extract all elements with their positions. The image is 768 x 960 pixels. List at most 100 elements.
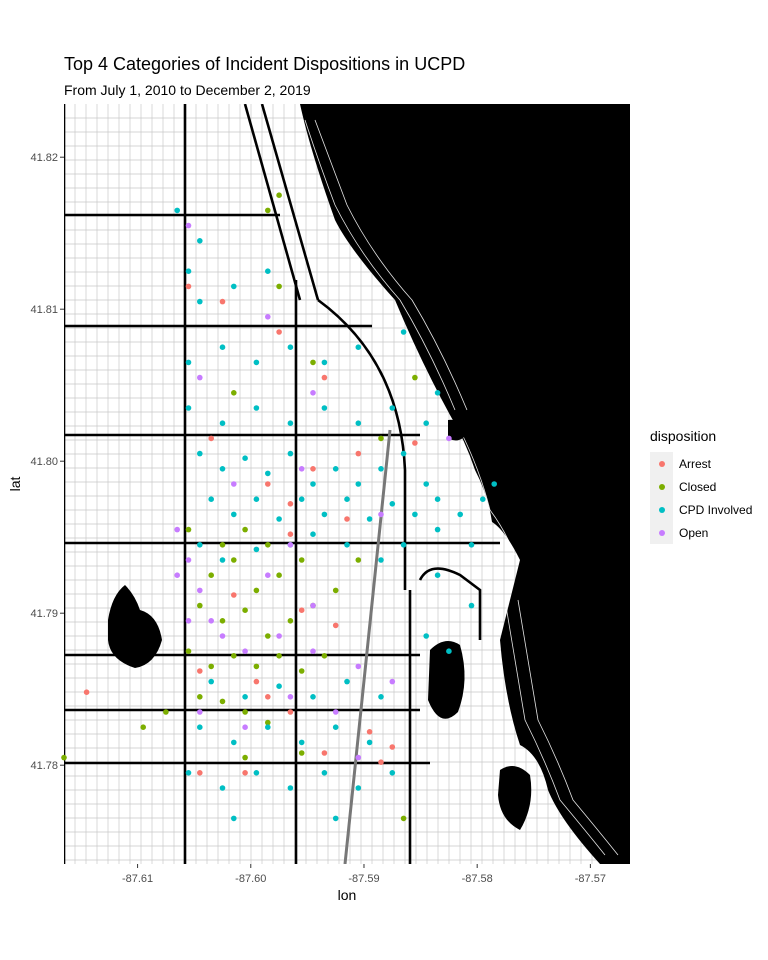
point-closed-37 [310,359,316,366]
point-closed-6 [208,572,214,578]
point-cpd-involved-11 [208,496,214,503]
point-cpd-involved-41 [185,359,192,366]
point-cpd-involved-47 [197,298,203,305]
point-cpd-involved-1 [219,466,226,472]
legend: disposition Arrest Closed CPD Involved Open [650,428,752,544]
point-closed-40 [298,750,305,756]
point-closed-22 [265,719,271,726]
point-closed-25 [242,526,248,533]
point-cpd-involved-65 [185,770,192,776]
legend-label: Closed [679,479,717,494]
point-cpd-involved-77 [332,815,339,822]
point-arrest-3 [355,450,362,457]
point-arrest-17 [389,744,396,750]
point-cpd-involved-59 [197,724,203,730]
point-cpd-involved-56 [310,694,316,700]
point-cpd-involved-61 [265,724,271,730]
point-open-15 [355,754,362,761]
point-closed-10 [298,557,305,563]
point-cpd-involved-31 [457,511,464,518]
point-closed-11 [332,587,339,594]
point-cpd-involved-8 [378,466,384,472]
point-arrest-11 [287,709,294,715]
point-closed-12 [185,648,192,654]
point-closed-32 [276,283,282,290]
point-closed-24 [185,526,192,533]
legend-dot [659,484,665,490]
point-closed-28 [163,709,169,715]
point-cpd-involved-57 [344,678,350,685]
legend-key [650,475,673,498]
point-open-21 [197,374,203,381]
point-open-10 [389,678,396,685]
point-arrest-20 [219,298,226,305]
point-cpd-involved-32 [468,542,475,548]
point-cpd-involved-14 [276,516,282,522]
point-cpd-involved-69 [321,770,328,776]
point-cpd-involved-17 [344,496,350,503]
data-points [61,192,498,822]
point-arrest-0 [208,435,214,442]
point-open-12 [242,724,248,730]
point-closed-23 [219,542,226,548]
point-cpd-involved-21 [434,496,441,503]
x-tick-label: -87.58 [462,873,493,885]
point-closed-4 [287,618,294,624]
point-open-20 [378,511,384,518]
point-arrest-24 [344,516,350,522]
point-open-23 [310,390,316,396]
legend-dot [659,507,665,513]
legend-label: CPD Involved [679,502,753,517]
point-cpd-involved-54 [242,694,248,700]
point-open-14 [332,709,339,715]
point-open-6 [242,648,248,654]
legend-dot [659,530,665,536]
point-arrest-25 [412,440,418,446]
point-cpd-involved-34 [219,420,226,427]
point-closed-31 [231,390,237,396]
point-closed-38 [265,207,271,214]
point-cpd-involved-7 [355,481,362,487]
point-arrest-15 [197,770,203,776]
point-cpd-involved-42 [219,344,226,351]
point-closed-17 [298,668,305,674]
point-cpd-involved-29 [400,542,407,548]
x-tick-label: -87.61 [122,873,153,885]
point-cpd-involved-46 [355,344,362,351]
point-closed-0 [197,602,203,609]
legend-item-open: Open [650,521,752,544]
legend-item-cpd-involved: CPD Involved [650,498,752,521]
point-cpd-involved-67 [253,770,260,776]
point-cpd-involved-3 [265,470,271,477]
point-cpd-involved-16 [321,511,328,518]
point-open-27 [287,542,294,548]
point-open-16 [310,602,316,609]
point-cpd-involved-24 [253,546,260,553]
point-cpd-involved-13 [253,496,260,503]
point-cpd-involved-39 [389,405,396,411]
point-open-22 [185,222,192,229]
point-cpd-involved-15 [298,496,305,503]
y-axis-title: lat [7,477,23,492]
point-cpd-involved-70 [355,785,362,791]
point-open-9 [355,663,362,670]
point-cpd-involved-26 [310,531,316,537]
point-cpd-involved-48 [231,283,237,290]
point-closed-30 [276,192,282,198]
point-closed-14 [231,653,237,659]
point-cpd-involved-40 [423,420,430,427]
point-cpd-involved-2 [242,455,248,462]
legend-dot [659,461,665,467]
point-open-0 [185,557,192,563]
point-open-17 [265,572,271,578]
point-cpd-involved-58 [378,694,384,700]
point-open-2 [208,618,214,624]
point-arrest-18 [276,329,282,335]
point-cpd-involved-33 [185,405,192,411]
point-open-19 [298,466,305,472]
point-arrest-5 [231,592,237,598]
point-cpd-involved-43 [253,359,260,366]
point-arrest-6 [298,607,305,613]
point-closed-33 [412,374,418,381]
point-cpd-involved-27 [344,542,350,548]
